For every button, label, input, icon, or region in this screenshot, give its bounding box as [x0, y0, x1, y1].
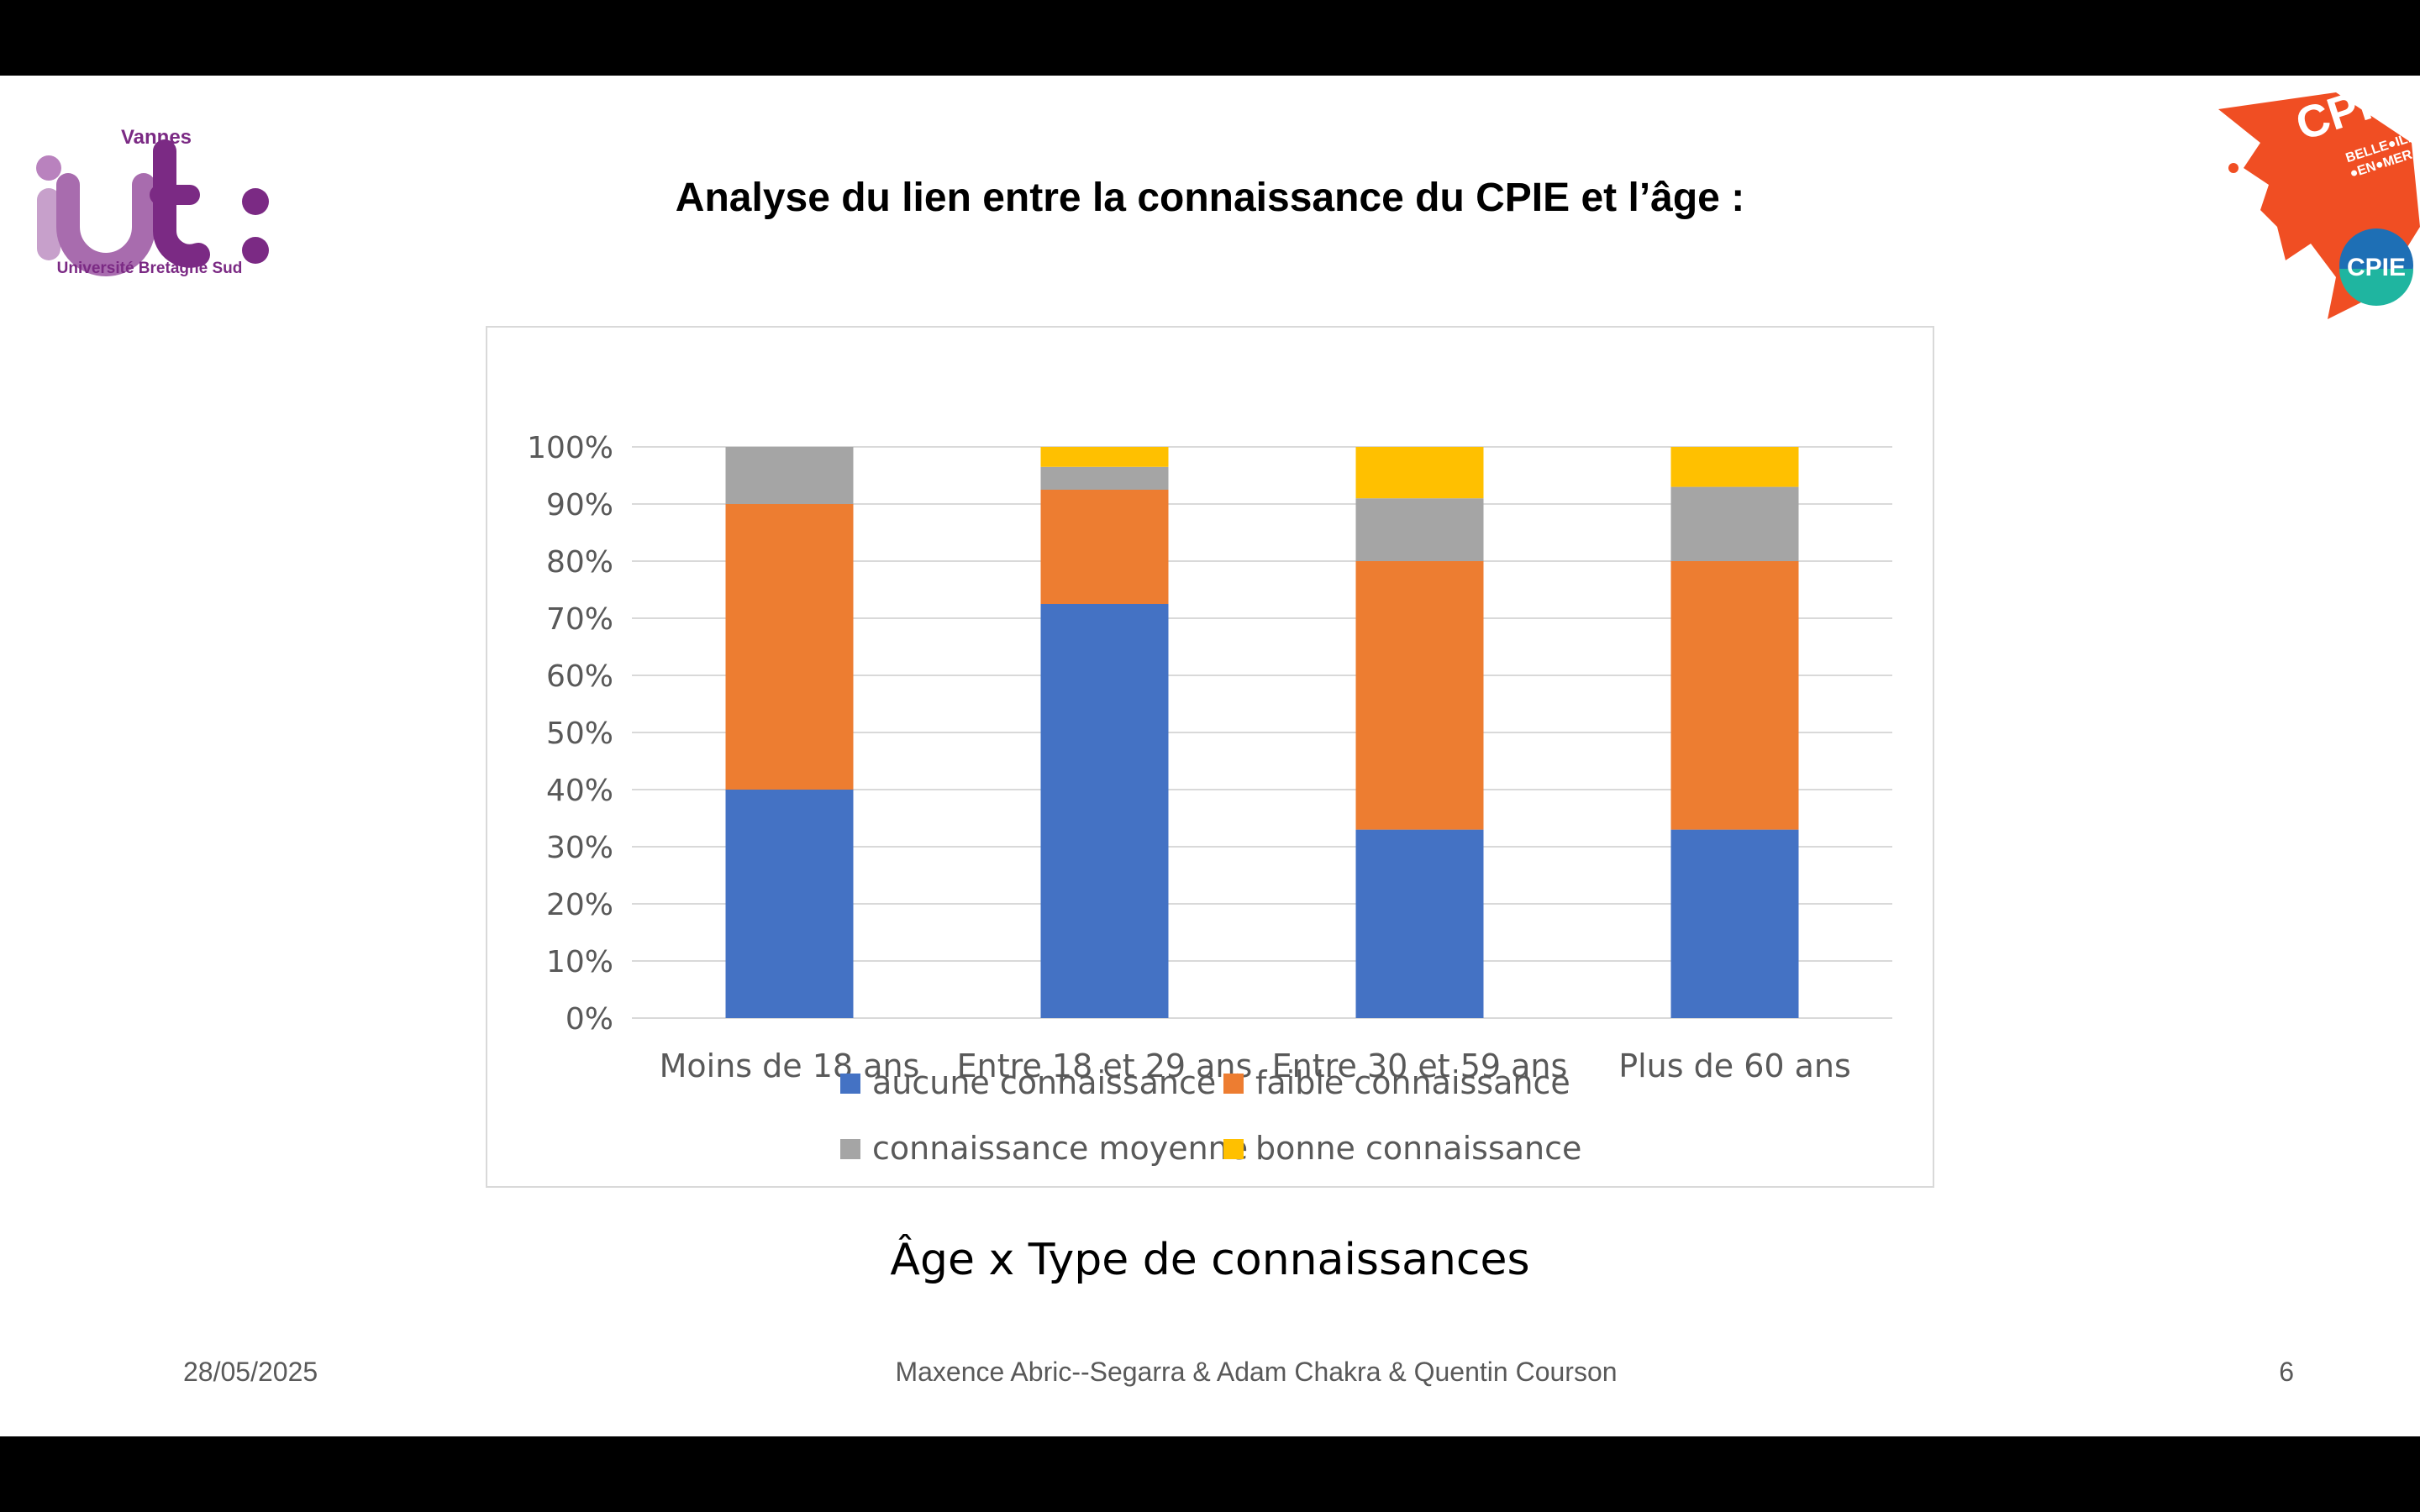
y-tick-label: 10%: [546, 945, 613, 979]
legend-label: connaissance moyenne: [872, 1130, 1248, 1167]
chart-canvas: 0% 10% 20% 30% 40% 50% 60% 70% 80% 90% 100% Moins d…: [527, 431, 1892, 1167]
bar-segment: [1355, 447, 1484, 499]
bar-segment: [725, 790, 854, 1018]
y-tick-label: 60%: [546, 659, 613, 694]
bar-segment: [1355, 498, 1484, 561]
legend-label: aucune connaissance: [872, 1064, 1216, 1101]
cpie-badge-text: CPIE: [2347, 254, 2406, 281]
y-tick-label: 50%: [546, 717, 613, 751]
bar-segment: [1355, 829, 1484, 1018]
y-tick-label: 30%: [546, 831, 613, 865]
y-tick-label: 40%: [546, 774, 613, 808]
legend-label: bonne connaissance: [1255, 1130, 1581, 1167]
chart-caption: Âge x Type de connaissances: [890, 1235, 1530, 1285]
legend-label: faible connaissance: [1255, 1064, 1570, 1101]
legend-swatch: [1223, 1074, 1244, 1094]
legend-swatch: [840, 1074, 860, 1094]
bar-segment: [1670, 561, 1799, 830]
bar-segment: [1040, 466, 1169, 490]
page-number: 6: [2279, 1357, 2294, 1387]
x-category-label: Entre 18 et 29 ans: [957, 1047, 1253, 1084]
legend-swatch: [1223, 1139, 1244, 1159]
footer-date: 28/05/2025: [183, 1357, 318, 1387]
y-tick-label: 0%: [566, 1002, 613, 1037]
x-category-label: Plus de 60 ans: [1618, 1047, 1851, 1084]
bar-segment: [1355, 561, 1484, 830]
footer-authors: Maxence Abric--Segarra & Adam Chakra & Q…: [895, 1357, 1618, 1387]
bar-segment: [1670, 486, 1799, 561]
bar-segment: [725, 447, 854, 504]
y-tick-label: 80%: [546, 545, 613, 580]
slide: Vannes Université Bretagne Sud CPIE BELL…: [0, 76, 2420, 1436]
x-category-label: Entre 30 et 59 ans: [1272, 1047, 1568, 1084]
bar-segment: [1670, 829, 1799, 1018]
iut-logo-university: Université Bretagne Sud: [57, 260, 243, 277]
x-category-label: Moins de 18 ans: [660, 1047, 920, 1084]
y-tick-label: 100%: [527, 431, 613, 465]
chart: 0% 10% 20% 30% 40% 50% 60% 70% 80% 90% 100% Moins d…: [486, 326, 1934, 1188]
bar-segment: [1040, 604, 1169, 1018]
y-tick-label: 70%: [546, 602, 613, 637]
bar-segment: [1670, 447, 1799, 487]
y-tick-label: 20%: [546, 888, 613, 922]
y-tick-label: 90%: [546, 488, 613, 522]
bar-segment: [1040, 490, 1169, 604]
cpie-logo: CPIE BELLE●ILE ●EN●MER CPIE: [2218, 76, 2420, 319]
slide-title: Analyse du lien entre la connaissance du…: [675, 176, 1745, 220]
iut-logo: Vannes Université Bretagne Sud: [36, 126, 269, 277]
bar-segment: [725, 504, 854, 790]
bar-segment: [1040, 447, 1169, 467]
legend-swatch: [840, 1139, 860, 1159]
